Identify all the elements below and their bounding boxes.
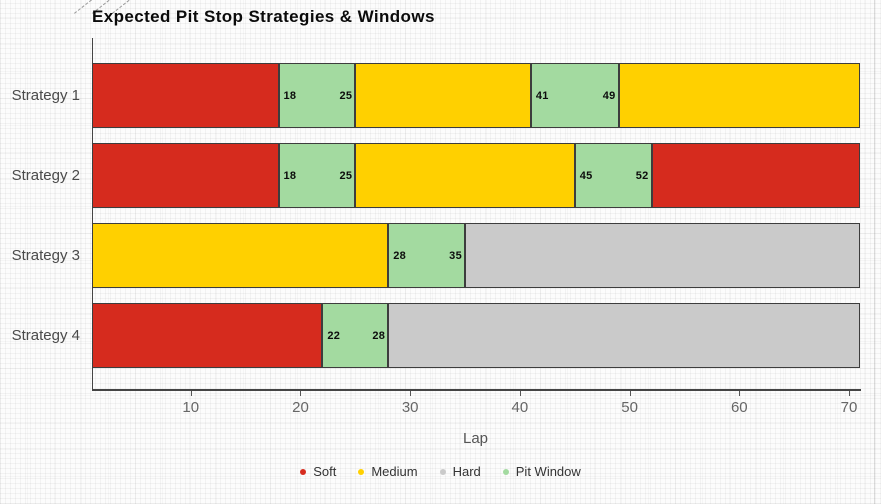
bar-segment-soft: [651, 143, 860, 208]
pit-window-start-label: 22: [327, 329, 341, 342]
bar-segment-soft: [92, 303, 323, 368]
legend-item-medium: Medium: [358, 464, 418, 479]
pit-window-end-label: 25: [339, 169, 353, 182]
legend-dot-icon: [358, 468, 365, 475]
bar-segment-pit-window: 28 35: [388, 223, 466, 288]
pit-window-end-label: 52: [635, 169, 649, 182]
x-tick-label: 30: [401, 399, 419, 416]
x-axis-line: [92, 389, 861, 391]
bar-segment-pit-window: 18 25: [278, 143, 356, 208]
y-axis-line: [92, 38, 93, 390]
pit-window-start-label: 41: [535, 89, 549, 102]
bar-segment-medium: [355, 63, 531, 128]
x-axis-tick: [739, 391, 741, 396]
y-axis-label: Strategy 3: [11, 246, 80, 264]
pit-window-end-label: 25: [339, 89, 353, 102]
x-axis-tick: [300, 391, 302, 396]
pit-window-end-label: 28: [372, 329, 386, 342]
pit-window-end-label: 49: [602, 89, 616, 102]
bar-segment-pit-window: 18 25: [278, 63, 356, 128]
pit-window-end-label: 35: [449, 249, 463, 262]
y-axis-label: Strategy 1: [11, 86, 80, 104]
legend-label: Soft: [313, 464, 337, 479]
legend-item-soft: Soft: [300, 464, 336, 479]
pit-window-start-label: 18: [283, 169, 297, 182]
bar-segment-pit-window: 22 28: [322, 303, 389, 368]
bar-segment-pit-window: 45 52: [574, 143, 652, 208]
y-axis-label: Strategy 4: [11, 326, 80, 344]
bar-segment-medium: [355, 143, 575, 208]
x-tick-label: 60: [730, 399, 748, 416]
x-tick-label: 50: [621, 399, 638, 416]
x-tick-label: 40: [511, 399, 529, 416]
legend-dot-icon: [502, 468, 509, 475]
bar-segment-pit-window: 41 49: [530, 63, 619, 128]
x-axis-tick: [629, 391, 631, 396]
x-axis-tick: [849, 391, 851, 396]
legend-label: Medium: [371, 464, 418, 479]
bar-segment-soft: [92, 143, 279, 208]
x-axis-tick: [190, 391, 192, 396]
legend-dot-icon: [300, 468, 307, 475]
legend-label: Hard: [452, 464, 481, 479]
bar-segment-soft: [92, 63, 279, 128]
bar-segment-medium: [618, 63, 860, 128]
chart-legend: Soft Medium Hard Pit Window: [0, 464, 881, 479]
bar-segment-hard: [388, 303, 860, 368]
bar-segment-medium: [92, 223, 389, 288]
legend-item-pit-window: Pit Window: [502, 464, 581, 479]
pit-window-start-label: 45: [579, 169, 593, 182]
x-tick-label: 20: [292, 399, 309, 416]
legend-dot-icon: [439, 468, 446, 475]
pit-window-start-label: 18: [283, 89, 297, 102]
chart-title: Expected Pit Stop Strategies & Windows: [92, 7, 435, 26]
page-edge: [874, 0, 875, 504]
legend-item-hard: Hard: [439, 464, 481, 479]
x-axis-tick: [519, 391, 521, 396]
x-tick-label: 10: [182, 399, 200, 416]
y-axis-label: Strategy 2: [11, 166, 80, 184]
x-tick-label: 70: [840, 399, 858, 416]
bar-segment-hard: [465, 223, 860, 288]
legend-label: Pit Window: [515, 464, 581, 479]
pit-window-start-label: 28: [393, 249, 407, 262]
x-axis-tick: [410, 391, 412, 396]
x-axis-title: Lap: [463, 430, 489, 447]
